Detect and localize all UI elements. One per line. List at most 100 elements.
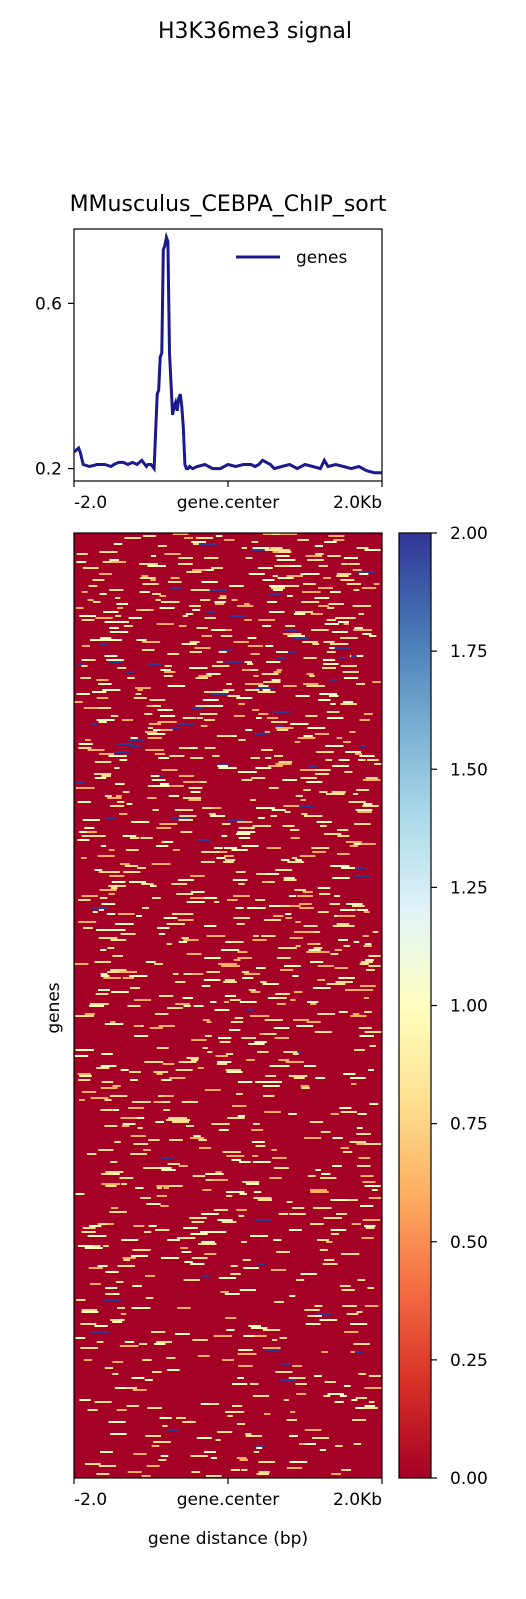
heatmap-cell — [230, 941, 244, 943]
heatmap-cell — [199, 599, 211, 601]
heatmap-cell — [255, 1145, 266, 1147]
heatmap-cell — [244, 973, 261, 975]
profile-x-tick-label: -2.0 — [74, 493, 107, 513]
heatmap-cell — [334, 791, 346, 793]
heatmap-cell — [163, 1187, 169, 1189]
heatmap-cell — [289, 1213, 306, 1215]
heatmap-cell — [335, 1445, 343, 1447]
heatmap-cell — [283, 877, 295, 879]
heatmap-cell — [96, 1341, 104, 1343]
heatmap-cell — [164, 671, 176, 673]
heatmap-cell — [105, 1185, 117, 1187]
heatmap-cell — [221, 949, 240, 951]
heatmap-cell — [167, 685, 186, 687]
heatmap-cell — [243, 1335, 255, 1337]
heatmap-cell — [319, 1319, 338, 1321]
heatmap-cell — [99, 593, 107, 595]
heatmap-cell — [157, 827, 171, 829]
heatmap-cell — [322, 1263, 338, 1265]
heatmap-cell — [202, 807, 220, 809]
heatmap-cell — [329, 695, 339, 697]
heatmap-cell — [181, 1251, 192, 1253]
heatmap-cell — [172, 849, 180, 851]
heatmap-cell — [89, 1003, 109, 1005]
heatmap-cell — [310, 1191, 329, 1193]
heatmap-cell — [212, 1179, 228, 1181]
heatmap-cell — [79, 1399, 91, 1401]
heatmap: -2.0 gene.center 2.0Kb gene distance (bp) … — [44, 532, 383, 1549]
heatmap-cell — [327, 1393, 344, 1395]
heatmap-cell — [223, 1001, 230, 1003]
heatmap-cell — [144, 1231, 152, 1233]
heatmap-cell — [362, 805, 379, 807]
heatmap-cell — [274, 549, 291, 551]
heatmap-cell — [76, 561, 87, 563]
heatmap-cell — [253, 935, 259, 937]
heatmap-cell — [163, 917, 178, 919]
heatmap-cell — [198, 1243, 217, 1245]
heatmap-cell — [368, 1401, 375, 1403]
heatmap-cell — [148, 1225, 157, 1227]
heatmap-cell — [309, 675, 315, 677]
heatmap-cell — [289, 1229, 302, 1231]
heatmap-cell — [81, 1309, 98, 1311]
heatmap-cell — [217, 765, 228, 767]
heatmap-cell — [109, 589, 124, 591]
heatmap-cell — [353, 629, 373, 631]
heatmap-cell — [365, 945, 372, 947]
heatmap-cell — [218, 1037, 232, 1039]
heatmap-cell — [178, 919, 194, 921]
heatmap-cell — [352, 1419, 367, 1421]
heatmap-cell — [241, 1469, 248, 1471]
heatmap-cell — [100, 975, 110, 977]
heatmap-cell — [150, 885, 157, 887]
heatmap-cell — [365, 777, 378, 779]
heatmap-cell — [101, 1053, 113, 1055]
heatmap-cell — [279, 533, 297, 535]
heatmap-cell — [321, 1351, 328, 1353]
heatmap-cell — [351, 1223, 361, 1225]
heatmap-cell — [284, 811, 291, 813]
heatmap-cell — [127, 677, 135, 679]
heatmap-cell — [335, 981, 353, 983]
heatmap-cell — [269, 1065, 278, 1067]
heatmap-cell — [337, 853, 346, 855]
heatmap-cell — [319, 1449, 327, 1451]
heatmap-cell — [94, 761, 112, 763]
heatmap-cell — [329, 679, 338, 681]
heatmap-cell — [96, 697, 109, 699]
heatmap-cell — [307, 559, 324, 561]
heatmap-cell — [311, 847, 330, 849]
heatmap-cell — [153, 1441, 171, 1443]
heatmap-cell — [167, 653, 180, 655]
heatmap-cell — [292, 1207, 305, 1209]
heatmap-cell — [176, 893, 194, 895]
heatmap-cell — [118, 913, 135, 915]
heatmap-cell — [336, 737, 343, 739]
colorbar-tick-label: 1.25 — [450, 878, 488, 898]
heatmap-cell — [319, 1249, 328, 1251]
heatmap-cell — [338, 621, 349, 623]
heatmap-cell — [183, 781, 201, 783]
heatmap-cell — [238, 1349, 253, 1351]
profile-x-axis: -2.0 gene.center 2.0Kb — [73, 481, 383, 513]
heatmap-cell — [185, 613, 193, 615]
heatmap-cell — [150, 775, 160, 777]
heatmap-cell — [205, 1475, 222, 1477]
heatmap-cell — [227, 899, 238, 901]
heatmap-cell — [252, 709, 260, 711]
heatmap-cell — [178, 747, 191, 749]
heatmap-cell — [214, 847, 223, 849]
heatmap-cell — [255, 687, 274, 689]
heatmap-cell — [108, 885, 126, 887]
heatmap-cell — [197, 1355, 210, 1357]
heatmap-cell — [307, 1315, 322, 1317]
heatmap-cell — [172, 1121, 189, 1123]
heatmap-cell — [276, 729, 289, 731]
heatmap-cell — [345, 751, 361, 753]
heatmap-cell — [247, 637, 257, 639]
heatmap-cell — [255, 967, 266, 969]
heatmap-cell — [112, 1085, 121, 1087]
heatmap-cell — [271, 721, 288, 723]
heatmap-cell — [189, 651, 202, 653]
